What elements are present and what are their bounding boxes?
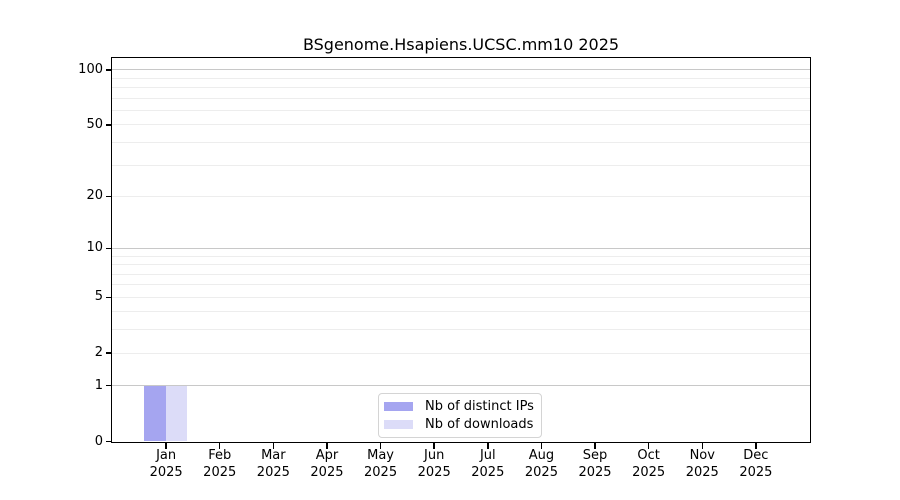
y-gridline-minor [112,87,810,89]
x-tick-year: 2025 [203,464,237,480]
y-gridline-minor [112,296,810,298]
y-tick-label: 5 [94,289,103,305]
y-tick-mark [105,296,112,298]
plot-area [111,57,811,443]
x-tick-mark [272,443,275,449]
x-tick-month: Mar [261,448,286,463]
y-gridline-major [112,69,810,71]
y-gridline-minor [112,164,810,166]
x-tick-label: Jun 2025 [406,448,462,481]
y-gridline-minor [112,311,810,313]
x-tick-year: 2025 [471,464,505,480]
x-tick-label: Mar 2025 [245,448,301,481]
y-tick-mark [105,247,112,250]
y-tick-mark [105,195,112,198]
x-tick-month: Oct [637,448,660,463]
x-tick-year: 2025 [685,464,719,480]
y-gridline-minor [112,77,810,79]
x-tick-month: Jun [424,448,445,463]
y-tick-mark [105,69,112,71]
x-tick-year: 2025 [578,464,612,480]
x-tick-month: May [367,448,394,463]
x-tick-mark [487,443,489,449]
y-gridline-minor [112,124,810,126]
x-tick-label: Oct 2025 [621,448,677,481]
x-tick-label: Dec 2025 [728,448,784,481]
y-gridline-major [112,385,810,387]
x-tick-month: Nov [689,448,715,463]
y-gridline-minor [112,97,810,99]
x-tick-label: Jan 2025 [138,448,194,481]
x-tick-year: 2025 [524,464,558,480]
x-tick-year: 2025 [417,464,451,480]
x-tick-year: 2025 [256,464,290,480]
y-gridline-minor [112,329,810,331]
legend-item-distinct-ips: Nb of distinct IPs [384,398,534,415]
y-tick-mark [105,440,112,443]
y-tick-label: 0 [94,433,103,449]
x-tick-label: Apr 2025 [299,448,355,481]
y-gridline-minor [112,142,810,144]
y-gridline-minor [112,284,810,286]
legend-swatch-downloads [384,420,413,429]
x-tick-label: Sep 2025 [567,448,623,481]
y-tick-label: 1 [94,377,103,393]
y-tick-mark [105,352,112,354]
y-tick-mark [105,384,112,387]
x-tick-mark [701,443,704,449]
x-tick-month: Jul [479,448,496,463]
y-tick-label: 10 [86,240,103,256]
x-tick-month: Jan [156,448,177,463]
legend-item-downloads: Nb of downloads [384,416,534,433]
x-tick-mark [165,443,167,449]
y-tick-label: 50 [86,116,103,132]
x-tick-month: Dec [743,448,769,463]
x-tick-year: 2025 [739,464,773,480]
chart-title: BSgenome.Hsapiens.UCSC.mm10 2025 [302,35,620,54]
x-tick-label: Aug 2025 [513,448,569,481]
y-gridline-minor [112,195,810,197]
x-tick-month: Aug [528,448,555,463]
x-tick-mark [218,443,221,449]
x-tick-month: Apr [315,448,339,463]
x-tick-year: 2025 [632,464,666,480]
y-gridline-minor [112,352,810,354]
x-tick-mark [647,443,650,449]
legend-label-distinct-ips: Nb of distinct IPs [425,399,534,414]
x-tick-mark [755,443,757,449]
y-gridline-minor [112,264,810,266]
x-tick-month: Feb [208,448,232,463]
y-tick-label: 100 [78,61,103,77]
x-tick-mark [594,443,596,449]
legend-swatch-distinct-ips [384,402,413,411]
x-tick-label: Feb 2025 [192,448,248,481]
x-tick-label: Nov 2025 [674,448,730,481]
x-tick-label: Jul 2025 [460,448,516,481]
x-tick-mark [379,443,382,449]
y-tick-mark [105,124,112,126]
bar-distinct-ips [144,385,166,441]
y-gridline-major [112,247,810,249]
y-tick-label: 2 [94,345,103,361]
legend: Nb of distinct IPs Nb of downloads [378,393,542,438]
y-gridline-minor [112,110,810,112]
x-tick-year: 2025 [149,464,183,480]
y-gridline-minor [112,273,810,275]
x-tick-year: 2025 [364,464,398,480]
x-tick-mark [326,443,328,449]
y-gridline-minor [112,255,810,257]
y-tick-label: 20 [86,188,103,204]
x-tick-label: May 2025 [353,448,409,481]
legend-label-downloads: Nb of downloads [425,417,534,432]
x-tick-year: 2025 [310,464,344,480]
x-tick-mark [433,443,435,449]
x-tick-month: Sep [582,448,608,463]
x-tick-mark [540,443,543,449]
bar-downloads [165,385,188,441]
